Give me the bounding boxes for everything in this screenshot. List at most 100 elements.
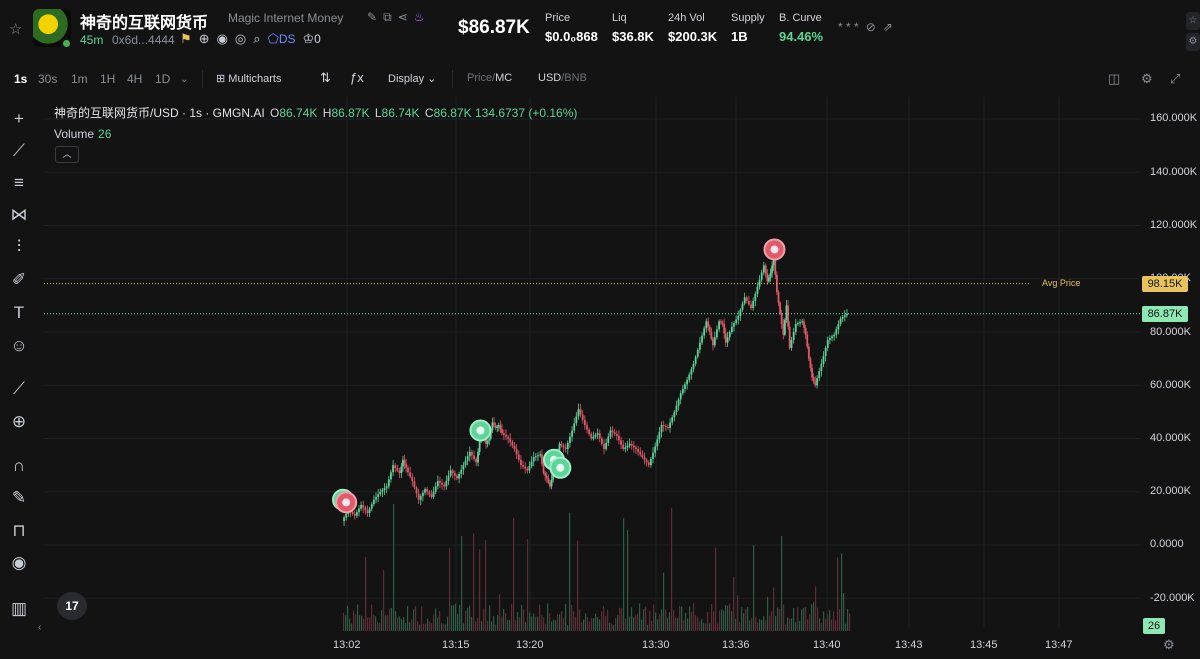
candle-body: [783, 320, 786, 335]
horizontal-lines-icon[interactable]: ≡: [14, 173, 24, 192]
candle-body: [473, 455, 475, 459]
copy-icon[interactable]: ⧉: [383, 10, 392, 24]
display-dropdown[interactable]: Display ⌄: [388, 72, 436, 85]
website-icon[interactable]: ⊕: [198, 31, 210, 46]
more-icon[interactable]: * * *: [838, 20, 859, 34]
volume-bar: [703, 622, 705, 631]
trend-line-icon[interactable]: ⟋: [13, 141, 25, 160]
volume-bar: [767, 596, 769, 631]
candle-body: [658, 432, 661, 440]
timeframe-4h[interactable]: 4H: [127, 72, 143, 86]
edit-icon[interactable]: ✎: [367, 10, 378, 24]
text-tool-icon[interactable]: T: [13, 303, 25, 322]
trash-icon[interactable]: ▥: [10, 599, 28, 618]
timeframe-dropdown-icon[interactable]: ⌄: [180, 74, 189, 85]
volume-bar: [407, 605, 409, 631]
volume-bar: [433, 614, 435, 631]
contract-address[interactable]: 0x6d...4444: [112, 33, 175, 47]
holders[interactable]: ♔0: [303, 31, 321, 47]
candle-body: [822, 355, 825, 364]
favorite-star-icon[interactable]: ☆: [9, 21, 23, 38]
user-icon[interactable]: ◎: [234, 31, 247, 46]
candle-body: [662, 425, 665, 427]
ds-badge[interactable]: ⬠DS: [268, 31, 296, 47]
scroll-left-icon[interactable]: ‹: [38, 622, 42, 633]
candle-body: [675, 405, 678, 412]
price-chart[interactable]: [44, 97, 1144, 631]
candle-body: [405, 463, 408, 468]
zoom-in-icon[interactable]: ⊕: [11, 412, 27, 431]
multicharts-button[interactable]: ⊞ Multicharts: [216, 72, 281, 85]
candle-body: [366, 510, 369, 514]
share-icon[interactable]: ⋖: [397, 10, 408, 24]
candle-body: [491, 422, 494, 431]
candle-body: [596, 433, 599, 435]
timeframe-30s[interactable]: 30s: [38, 72, 58, 86]
lock-drawing-icon[interactable]: ✎: [11, 488, 27, 507]
candle-body: [488, 438, 491, 442]
y-tick: 60.000K: [1150, 379, 1191, 391]
y-tick: 20.000K: [1150, 485, 1191, 497]
timeframe-1h[interactable]: 1H: [100, 72, 116, 86]
candle-body: [428, 491, 431, 495]
candle-body: [419, 496, 422, 500]
emoji-icon[interactable]: ☺: [10, 336, 28, 355]
candle-body: [708, 326, 711, 332]
volume-bar: [739, 622, 741, 631]
camera-icon[interactable]: ◫: [1108, 71, 1121, 86]
currency-toggle[interactable]: USD/BNB: [538, 72, 587, 84]
indicators-fx-icon[interactable]: ƒx: [350, 70, 364, 85]
volume-bar: [379, 623, 381, 631]
crosshair-icon[interactable]: +: [14, 109, 24, 128]
volume-bar: [411, 619, 413, 631]
candle-body: [771, 265, 773, 274]
ruler-icon[interactable]: ⟋: [13, 379, 25, 398]
candle-body: [588, 429, 591, 435]
candle-body: [364, 507, 367, 511]
eye-icon[interactable]: ◉: [11, 553, 27, 572]
volume-bar: [757, 622, 759, 631]
candle-body: [534, 456, 537, 458]
sidebar-toggle-icon[interactable]: ☆: [1186, 12, 1200, 30]
sidebar-settings-icon[interactable]: ⚙: [1186, 33, 1200, 51]
pattern-icon[interactable]: ⋈: [10, 205, 28, 224]
external-link-icon[interactable]: ⇗: [882, 20, 893, 34]
telegram-icon[interactable]: ◉: [216, 31, 228, 46]
settings-icon[interactable]: ⚙: [1141, 71, 1153, 86]
timeframe-1s[interactable]: 1s: [14, 72, 28, 86]
candle-body: [671, 417, 674, 423]
volume-bar: [417, 621, 419, 631]
volume-bar: [683, 620, 685, 631]
holder-count: 0: [314, 32, 321, 46]
timeframe-1m[interactable]: 1m: [71, 72, 88, 86]
brush-icon[interactable]: ✐: [11, 270, 27, 289]
hide-icon[interactable]: ⊘: [865, 20, 876, 34]
volume-bar: [623, 518, 625, 631]
chart-settings-icon[interactable]: ⚙: [1163, 637, 1175, 652]
collapse-legend-button[interactable]: ︿: [55, 146, 79, 163]
price-mc-toggle[interactable]: Price/MC: [467, 72, 512, 84]
indicators-compare-icon[interactable]: ⇅: [320, 70, 331, 85]
timeframe-1d[interactable]: 1D: [155, 72, 171, 86]
candle-body: [703, 328, 706, 336]
volume-bar: [691, 611, 693, 631]
candle-body: [758, 279, 761, 287]
search-icon[interactable]: ⌕: [253, 31, 261, 46]
candle-body: [436, 481, 439, 487]
tag-icon[interactable]: ⚑: [180, 31, 192, 46]
volume-bar: [641, 619, 643, 631]
candle-body: [809, 358, 812, 368]
magnet-icon[interactable]: ∩: [12, 456, 26, 475]
fullscreen-icon[interactable]: ⤢: [1170, 71, 1181, 86]
candle-body: [846, 313, 848, 316]
fib-icon[interactable]: ⫶: [16, 237, 22, 256]
volume-bar: [485, 540, 487, 631]
candle-body: [486, 441, 489, 444]
lock-icon[interactable]: ⊓: [12, 521, 26, 540]
volume-bar: [793, 608, 795, 631]
volume-bar: [621, 608, 623, 631]
currency-divider: /: [561, 72, 565, 84]
candle-body: [785, 305, 788, 321]
volume-bar: [471, 616, 473, 631]
candle-body: [669, 422, 671, 428]
